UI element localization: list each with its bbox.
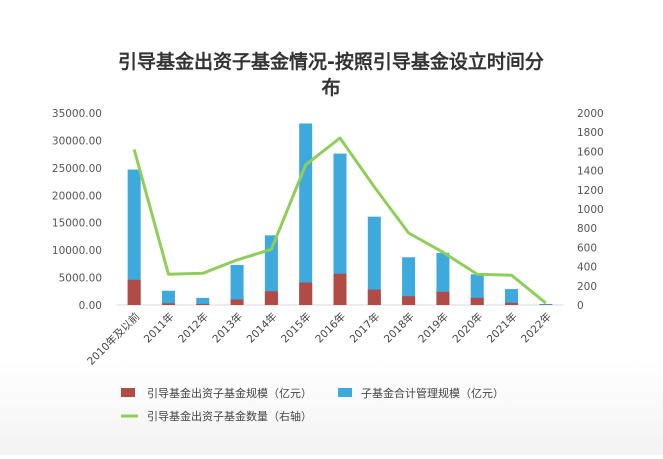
left-axis-tick-label: 20000.00	[52, 190, 102, 202]
legend-swatch-2	[338, 388, 352, 397]
right-axis-tick-label: 1800	[577, 127, 604, 139]
x-axis-tick-label: 2022年	[518, 310, 554, 346]
bar-guidance-fund-contribution	[128, 280, 141, 305]
x-axis-tick-label: 2011年	[141, 310, 177, 346]
legend-swatch-1	[121, 388, 135, 397]
left-axis-tick-label: 15000.00	[52, 218, 102, 230]
legend-label-1: 引导基金出资子基金规模（亿元）	[147, 386, 312, 400]
x-axis-tick-label: 2020年	[450, 310, 486, 346]
bar-guidance-fund-contribution	[231, 300, 244, 305]
chart-title-line2: 布	[321, 76, 340, 99]
bar-guidance-fund-contribution	[196, 304, 209, 305]
right-axis-tick-label: 600	[577, 242, 597, 254]
right-axis-ticks: 0 200 400 600 800 1000 1200 1400 1600 1800 2000	[577, 108, 604, 312]
right-axis-tick-label: 1400	[577, 166, 604, 178]
right-axis-tick-label: 1200	[577, 185, 604, 197]
right-axis-tick-label: 1600	[577, 146, 604, 158]
right-axis-tick-label: 400	[577, 262, 597, 274]
x-axis-tick-label: 2019年	[416, 310, 452, 346]
left-axis-tick-label: 5000.00	[59, 273, 102, 285]
left-axis-tick-label: 25000.00	[52, 163, 102, 175]
right-axis-tick-label: 800	[577, 223, 597, 235]
left-axis-tick-label: 0.00	[79, 300, 102, 312]
x-axis-tick-label: 2015年	[278, 310, 314, 346]
bar-fund-total-scale	[299, 123, 312, 305]
chart-title-line1: 引导基金出资子基金情况-按照引导基金设立时间分	[118, 50, 544, 73]
bar-guidance-fund-contribution	[471, 298, 484, 305]
bar-guidance-fund-contribution	[436, 292, 449, 305]
x-axis-tick-label: 2014年	[244, 310, 280, 346]
bar-guidance-fund-contribution	[162, 303, 175, 305]
legend-label-2: 子基金合计管理规模（亿元）	[361, 386, 504, 400]
legend-label-3: 引导基金出资子基金数量（右轴）	[147, 409, 312, 423]
background-fade	[0, 360, 663, 455]
x-axis-tick-label: 2017年	[347, 310, 383, 346]
bar-fund-total-scale	[231, 265, 244, 305]
x-axis-tick-label: 2012年	[175, 310, 211, 346]
left-axis-tick-label: 30000.00	[52, 135, 102, 147]
x-axis-tick-label: 2016年	[313, 310, 349, 346]
bar-fund-total-scale	[505, 289, 518, 305]
bar-guidance-fund-contribution	[265, 291, 278, 305]
bar-guidance-fund-contribution	[334, 274, 347, 305]
right-axis-tick-label: 1000	[577, 204, 604, 216]
bar-guidance-fund-contribution	[299, 283, 312, 305]
x-axis-tick-label: 2013年	[210, 310, 246, 346]
bar-fund-total-scale	[162, 291, 175, 305]
left-axis-ticks: 0.00 5000.00 10000.00 15000.00 20000.00 25000…	[52, 108, 102, 312]
bar-guidance-fund-contribution	[368, 290, 381, 305]
left-axis-tick-label: 35000.00	[52, 108, 102, 120]
right-axis-tick-label: 200	[577, 281, 597, 293]
left-axis-tick-label: 10000.00	[52, 245, 102, 257]
x-axis-tick-label: 2018年	[381, 310, 417, 346]
bar-guidance-fund-contribution	[402, 296, 415, 305]
x-axis-tick-label: 2010年及以前	[84, 310, 142, 368]
x-axis-tick-label: 2021年	[484, 310, 520, 346]
bar-series	[128, 123, 553, 305]
right-axis-tick-label: 2000	[577, 108, 604, 120]
bar-guidance-fund-contribution	[505, 303, 518, 305]
right-axis-tick-label: 0	[577, 300, 584, 312]
